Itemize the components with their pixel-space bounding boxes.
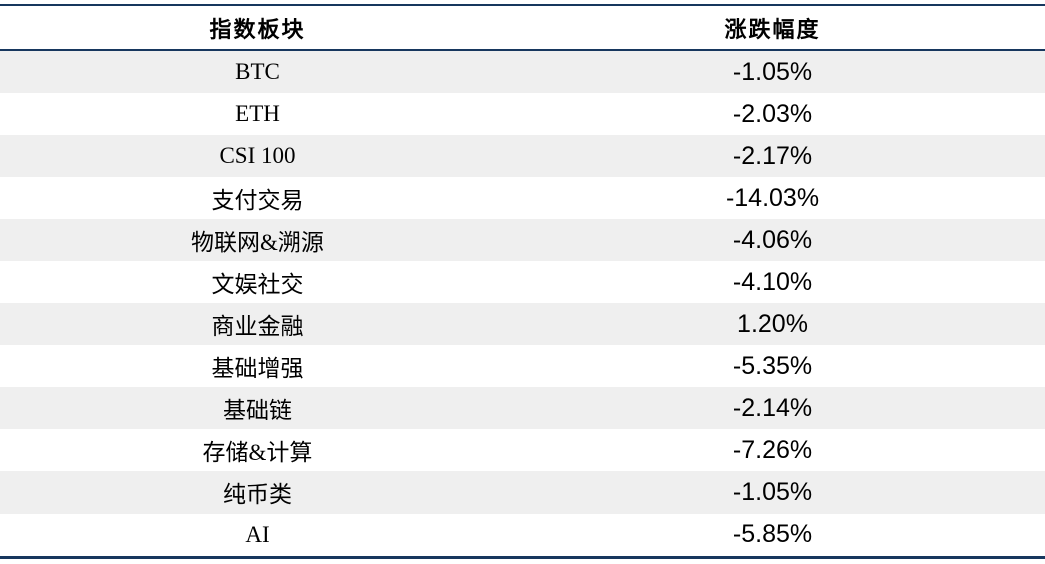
table-row: 商业金融 1.20% [0,303,1045,346]
sector-cell: AI [245,521,270,547]
table-row: ETH -2.03% [0,93,1045,135]
change-cell: -7.26% [732,435,813,464]
sector-cell: 支付交易 [211,188,304,214]
change-cell: -4.10% [732,267,813,296]
table-header-row: 指数板块 涨跌幅度 [0,6,1045,51]
change-cell: -4.06% [732,225,813,254]
table-body: BTC -1.05% ETH -2.03% CSI 100 -2.17% 支付交易 -14.0… [0,51,1045,556]
change-cell: -2.14% [732,393,813,422]
change-cell: -2.17% [732,141,813,170]
column-header-change: 涨跌幅度 [724,16,821,42]
sector-cell: BTC [235,59,280,85]
sector-cell: 纯币类 [223,482,292,508]
sector-cell: 基础增强 [211,356,304,382]
change-cell: -1.05% [732,57,813,86]
change-cell: -5.35% [732,351,813,380]
change-cell: -1.05% [732,477,813,506]
sector-cell: 存储&计算 [202,440,313,466]
table-row: AI -5.85% [0,514,1045,556]
change-cell: -2.03% [732,99,813,128]
sector-cell: 文娱社交 [211,272,304,298]
table-row: 文娱社交 -4.10% [0,261,1045,303]
sector-cell: 商业金融 [211,314,304,340]
table-row: 支付交易 -14.03% [0,177,1045,219]
column-header-sector: 指数板块 [209,16,306,42]
change-cell: 1.20% [737,309,808,338]
sector-change-table: 指数板块 涨跌幅度 BTC -1.05% ETH -2.03% CSI 100 -2.17… [0,4,1045,559]
sector-cell: 基础链 [223,398,292,424]
table-row: 物联网&溯源 -4.06% [0,219,1045,262]
table-row: CSI 100 -2.17% [0,135,1045,178]
sector-cell: ETH [235,101,280,127]
table-row: 基础链 -2.14% [0,387,1045,430]
sector-cell: CSI 100 [219,143,296,169]
table-row: 存储&计算 -7.26% [0,429,1045,471]
table-row: BTC -1.05% [0,51,1045,94]
change-cell: -14.03% [725,183,820,212]
table-row: 基础增强 -5.35% [0,345,1045,387]
sector-cell: 物联网&溯源 [191,230,324,256]
change-cell: -5.85% [732,520,813,549]
table-row: 纯币类 -1.05% [0,471,1045,514]
